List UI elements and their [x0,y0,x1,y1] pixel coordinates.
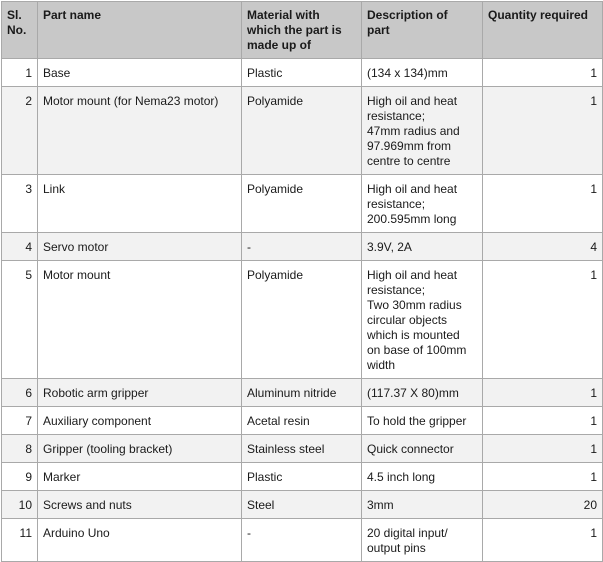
material-cell: Plastic [241,462,362,491]
description-cell: High oil and heat resistance; 47mm radius … [361,86,483,175]
header-description: Description of part [361,1,483,59]
sl-no-cell: 4 [1,232,38,261]
description-cell: 4.5 inch long [361,462,483,491]
part-name-cell: Servo motor [37,232,242,261]
material-cell: Steel [241,490,362,519]
quantity-cell: 1 [482,462,603,491]
part-name-cell: Motor mount [37,260,242,379]
description-cell: (134 x 134)mm [361,58,483,87]
description-cell: (117.37 X 80)mm [361,378,483,407]
description-line: on base of 100mm [367,343,467,357]
part-name-cell: Marker [37,462,242,491]
material-cell: Aluminum nitride [241,378,362,407]
sl-no-cell: 1 [1,58,38,87]
material-cell: Plastic [241,58,362,87]
description-line: resistance; [367,109,426,123]
description-line: resistance; [367,197,426,211]
sl-no-cell: 2 [1,86,38,175]
table-row: 7 Auxiliary component Acetal resin To hold … [1,406,603,435]
description-line: 97.969mm from [367,139,452,153]
description-line: 47mm radius and [367,124,460,138]
part-name-cell: Arduino Uno [37,518,242,562]
description-cell: 20 digital input/output pins [361,518,483,562]
description-line: which is mounted [367,328,460,342]
material-cell: Polyamide [241,174,362,233]
header-sl-no: Sl. No. [1,1,38,59]
part-name-cell: Auxiliary component [37,406,242,435]
sl-no-cell: 6 [1,378,38,407]
description-line: 3.9V, 2A [367,240,412,254]
table-row: 1 Base Plastic (134 x 134)mm 1 [1,58,603,87]
part-name-cell: Robotic arm gripper [37,378,242,407]
quantity-cell: 1 [482,406,603,435]
description-cell: High oil and heat resistance; 200.595mm lo… [361,174,483,233]
quantity-cell: 20 [482,490,603,519]
quantity-cell: 4 [482,232,603,261]
header-material: Material with which the part is made up … [241,1,362,59]
table-row: 5 Motor mount Polyamide High oil and heat re… [1,260,603,379]
quantity-cell: 1 [482,434,603,463]
description-line: circular objects [367,313,448,327]
header-part-name: Part name [37,1,242,59]
sl-no-cell: 8 [1,434,38,463]
description-line: To hold the gripper [367,414,467,428]
table-row: 9 Marker Plastic 4.5 inch long 1 [1,462,603,491]
description-line: Two 30mm radius [367,298,462,312]
table-row: 2 Motor mount (for Nema23 motor) Polyamide… [1,86,603,175]
description-line: 200.595mm long [367,212,457,226]
part-name-cell: Motor mount (for Nema23 motor) [37,86,242,175]
description-cell: High oil and heat resistance; Two 30mm rad… [361,260,483,379]
table-row: 8 Gripper (tooling bracket) Stainless stee… [1,434,603,463]
description-line: 3mm [367,498,394,512]
description-cell: 3.9V, 2A [361,232,483,261]
part-name-cell: Link [37,174,242,233]
part-name-cell: Gripper (tooling bracket) [37,434,242,463]
description-line: Quick connector [367,442,454,456]
description-line: High oil and heat [367,94,458,108]
quantity-cell: 1 [482,174,603,233]
sl-no-cell: 5 [1,260,38,379]
quantity-cell: 1 [482,378,603,407]
description-line: resistance; [367,283,426,297]
table-row: 10 Screws and nuts Steel 3mm 20 [1,490,603,519]
material-cell: Polyamide [241,260,362,379]
description-line: High oil and heat [367,268,458,282]
quantity-cell: 1 [482,58,603,87]
description-line: (117.37 X 80)mm [367,386,459,400]
quantity-cell: 1 [482,86,603,175]
description-line: High oil and heat [367,182,458,196]
description-line: width [367,358,396,372]
sl-no-cell: 7 [1,406,38,435]
part-name-cell: Base [37,58,242,87]
description-line: 20 digital input/ [367,526,448,540]
description-line: 4.5 inch long [367,470,436,484]
material-cell: Polyamide [241,86,362,175]
header-quantity: Quantity required [482,1,603,59]
quantity-cell: 1 [482,518,603,562]
description-line: centre to centre [367,154,451,168]
material-cell: Acetal resin [241,406,362,435]
table-row: 3 Link Polyamide High oil and heat resistanc… [1,174,603,233]
material-cell: Stainless steel [241,434,362,463]
material-cell: - [241,232,362,261]
sl-no-cell: 9 [1,462,38,491]
table-row: 11 Arduino Uno -20 digital input/output pi… [1,518,603,562]
sl-no-cell: 11 [1,518,38,562]
description-line: output pins [367,541,426,555]
sl-no-cell: 10 [1,490,38,519]
description-line: (134 x 134)mm [367,66,448,80]
header-row: Sl. No. Part name Material with which th… [1,1,603,59]
sl-no-cell: 3 [1,174,38,233]
table-row: 4 Servo motor -3.9V, 2A 4 [1,232,603,261]
table-row: 6 Robotic arm gripper Aluminum nitride (117… [1,378,603,407]
part-name-cell: Screws and nuts [37,490,242,519]
quantity-cell: 1 [482,260,603,379]
description-cell: To hold the gripper [361,406,483,435]
material-cell: - [241,518,362,562]
table-body: 1 Base Plastic (134 x 134)mm 1 2 Motor mount (… [1,58,603,562]
description-cell: Quick connector [361,434,483,463]
description-cell: 3mm [361,490,483,519]
